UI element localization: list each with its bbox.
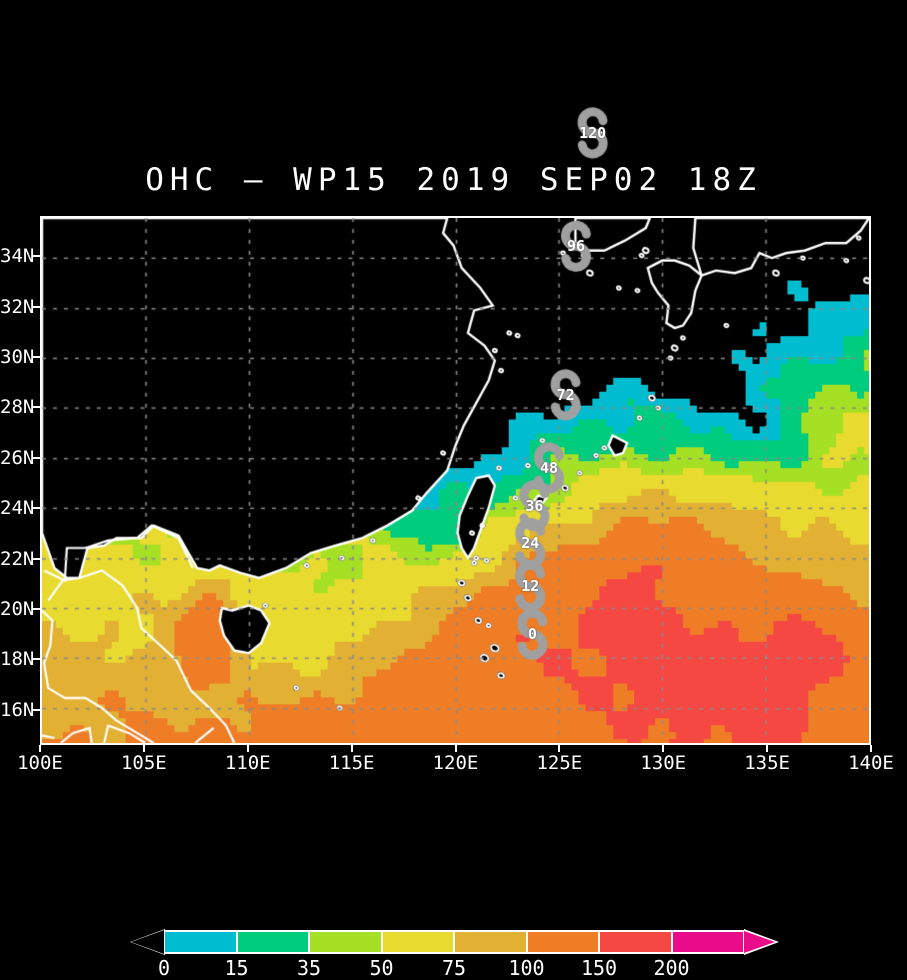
x-tick bbox=[662, 745, 665, 752]
colorbar-segment bbox=[454, 930, 527, 954]
x-tick bbox=[39, 745, 41, 752]
x-tick-label: 115E bbox=[328, 752, 375, 774]
y-tick bbox=[33, 658, 40, 661]
y-tick-label: 26N bbox=[0, 446, 35, 469]
colorbar-left-arrow bbox=[131, 930, 164, 954]
x-tick bbox=[870, 745, 872, 752]
colorbar-tick-label: 100 bbox=[508, 956, 545, 980]
y-tick-label: 24N bbox=[0, 497, 35, 520]
colorbar-tick-label: 35 bbox=[296, 956, 322, 980]
y-tick-label: 30N bbox=[0, 346, 35, 369]
x-tick-label: 130E bbox=[640, 752, 687, 774]
colorbar-tick-label: 0 bbox=[157, 956, 171, 980]
x-tick-label: 140E bbox=[848, 752, 894, 774]
y-tick-label: 18N bbox=[0, 648, 35, 671]
colorbar-tick-label: 50 bbox=[369, 956, 394, 980]
x-tick bbox=[142, 745, 145, 752]
x-tick bbox=[558, 745, 561, 752]
colorbar-tick-label: 75 bbox=[441, 956, 467, 980]
y-tick-label: 20N bbox=[0, 597, 35, 620]
colorbar-tick-label: 150 bbox=[580, 956, 618, 980]
x-tick-label: 110E bbox=[224, 752, 271, 774]
y-tick bbox=[33, 255, 40, 258]
figure-title: OHC — WP15 2019 SEP02 18Z bbox=[145, 162, 762, 198]
colorbar-segment bbox=[671, 930, 744, 954]
colorbar-segment bbox=[236, 930, 309, 954]
x-tick bbox=[766, 745, 769, 752]
y-tick bbox=[33, 557, 40, 560]
colorbar-segment bbox=[164, 930, 237, 954]
y-tick-label: 32N bbox=[0, 295, 35, 318]
colorbar-tick-label: 200 bbox=[653, 956, 690, 980]
colorbar-segment bbox=[309, 930, 382, 954]
map-plot-area[interactable] bbox=[40, 216, 871, 745]
y-tick-label: 22N bbox=[0, 547, 35, 570]
y-tick bbox=[33, 708, 40, 711]
x-tick bbox=[246, 745, 249, 752]
x-tick-label: 125E bbox=[536, 752, 583, 774]
x-tick-label: 105E bbox=[120, 752, 167, 774]
colorbar-segment bbox=[599, 930, 672, 954]
x-tick-label: 135E bbox=[744, 752, 791, 774]
colorbar-segment bbox=[526, 930, 599, 954]
colorbar-tick-label: 15 bbox=[224, 956, 249, 980]
y-tick bbox=[33, 507, 40, 510]
y-tick bbox=[33, 305, 40, 308]
x-tick-label: 120E bbox=[432, 752, 479, 774]
y-tick-label: 16N bbox=[0, 698, 35, 721]
x-tick bbox=[454, 745, 457, 752]
y-tick-label: 34N bbox=[0, 245, 35, 268]
x-tick bbox=[350, 745, 353, 752]
colorbar-segment bbox=[381, 930, 454, 954]
y-tick bbox=[33, 356, 40, 359]
track-point-label: 120 bbox=[579, 123, 607, 142]
y-tick-label: 28N bbox=[0, 396, 35, 419]
ohc-contour-field bbox=[42, 218, 869, 743]
y-tick bbox=[33, 456, 40, 459]
y-tick bbox=[33, 607, 40, 610]
colorbar-right-arrow bbox=[744, 931, 775, 953]
y-tick bbox=[33, 406, 40, 409]
x-tick-label: 100E bbox=[17, 752, 63, 774]
colorbar[interactable] bbox=[164, 930, 744, 954]
